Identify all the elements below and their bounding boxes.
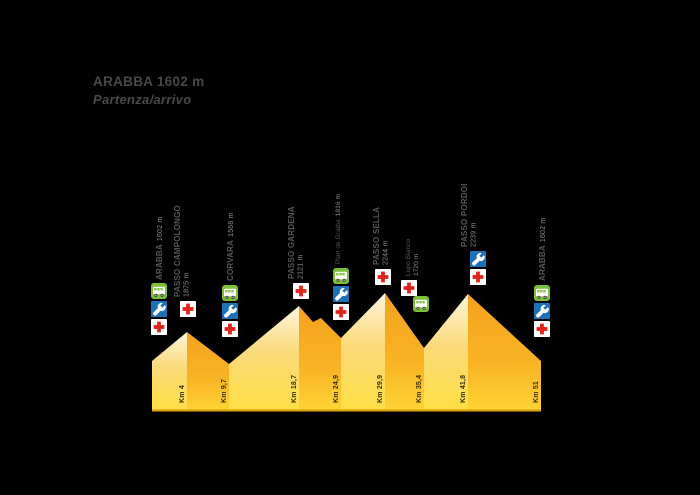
- first-aid-icon: [375, 269, 391, 285]
- waypoint-label: ARABBA1602 m: [538, 218, 547, 281]
- waypoint-elevation: 1720 m: [413, 254, 420, 276]
- baseline: [152, 409, 541, 412]
- first-aid-icon: [180, 301, 196, 317]
- waypoint-passo-gardena: PASSO GARDENA 2121 m: [287, 206, 309, 299]
- waypoint-label: PASSO GARDENA: [287, 206, 296, 279]
- wrench-icon: [333, 286, 349, 302]
- profile-area: [152, 293, 541, 412]
- km-marker: Km 35,4: [416, 375, 423, 403]
- waypoint-passo-sella: PASSO SELLA 2244 m: [372, 207, 391, 285]
- waypoint-arabba-finish: ARABBA1602 m: [534, 218, 550, 337]
- waypoint-label: Plan de Gralba1816 m: [335, 194, 342, 264]
- wrench-icon: [151, 301, 167, 317]
- km-markers: Km 4 Km 9,7 Km 18,7 Km 24,9 Km 29,9 Km 3…: [179, 375, 540, 403]
- waypoint-label: PASSO SELLA: [372, 207, 381, 265]
- km-marker: Km 18,7: [291, 375, 298, 403]
- climb-segment-pordoi: [424, 294, 468, 410]
- bus-icon: [413, 296, 429, 312]
- waypoint-plan-de-gralba: Plan de Gralba1816 m: [333, 194, 349, 320]
- descent-segment-corvara: [187, 332, 229, 410]
- bus-icon: [333, 268, 349, 284]
- km-marker: Km 51: [533, 381, 540, 403]
- first-aid-icon: [151, 319, 167, 335]
- first-aid-icon: [222, 321, 238, 337]
- climb-segment-gardena: [229, 306, 299, 410]
- waypoint-label: Lupo Bianco: [405, 238, 412, 276]
- bus-icon: [222, 285, 238, 301]
- waypoint-label: PASSO CAMPOLONGO: [173, 205, 182, 297]
- page-subtitle: Partenza/arrivo: [93, 92, 191, 107]
- wrench-icon: [534, 303, 550, 319]
- waypoint-elevation: 2239 m: [471, 222, 478, 247]
- km-marker: Km 9,7: [221, 379, 228, 403]
- km-marker: Km 4: [179, 385, 186, 403]
- waypoint-label: CORVARA1568 m: [226, 212, 235, 281]
- wrench-icon: [222, 303, 238, 319]
- bus-icon: [534, 285, 550, 301]
- descent-segment-plan-de-gralba: [299, 306, 341, 410]
- waypoint-arabba-start: ARABBA1602 m: [151, 217, 167, 335]
- first-aid-icon: [293, 283, 309, 299]
- km-marker: Km 29,9: [377, 375, 384, 403]
- climb-segment-sella: [341, 293, 385, 410]
- bus-icon: [151, 283, 167, 299]
- first-aid-icon: [470, 269, 486, 285]
- km-marker: Km 41,8: [460, 375, 467, 403]
- wrench-icon: [470, 251, 486, 267]
- page-title: ARABBA 1602 m: [93, 74, 204, 89]
- waypoint-corvara: CORVARA1568 m: [222, 212, 238, 337]
- first-aid-icon: [534, 321, 550, 337]
- first-aid-icon: [401, 280, 417, 296]
- km-marker: Km 24,9: [333, 375, 340, 403]
- waypoint-passo-pordoi: PASSO PORDOI 2239 m: [460, 183, 486, 285]
- waypoint-elevation: 2244 m: [383, 240, 390, 265]
- waypoint-passo-campolongo: PASSO CAMPOLONGO 1875 m: [173, 205, 196, 317]
- first-aid-icon: [333, 304, 349, 320]
- descent-segment-lupo-bianco: [385, 293, 424, 410]
- waypoint-elevation: 2121 m: [298, 254, 305, 279]
- waypoint-label: ARABBA1602 m: [155, 217, 164, 280]
- waypoint-lupo-bianco: Lupo Bianco 1720 m: [401, 238, 429, 312]
- waypoint-elevation: 1875 m: [184, 272, 191, 297]
- climb-segment-campolongo: [152, 332, 187, 410]
- waypoint-label: PASSO PORDOI: [460, 183, 469, 247]
- descent-segment-arabba: [468, 294, 541, 410]
